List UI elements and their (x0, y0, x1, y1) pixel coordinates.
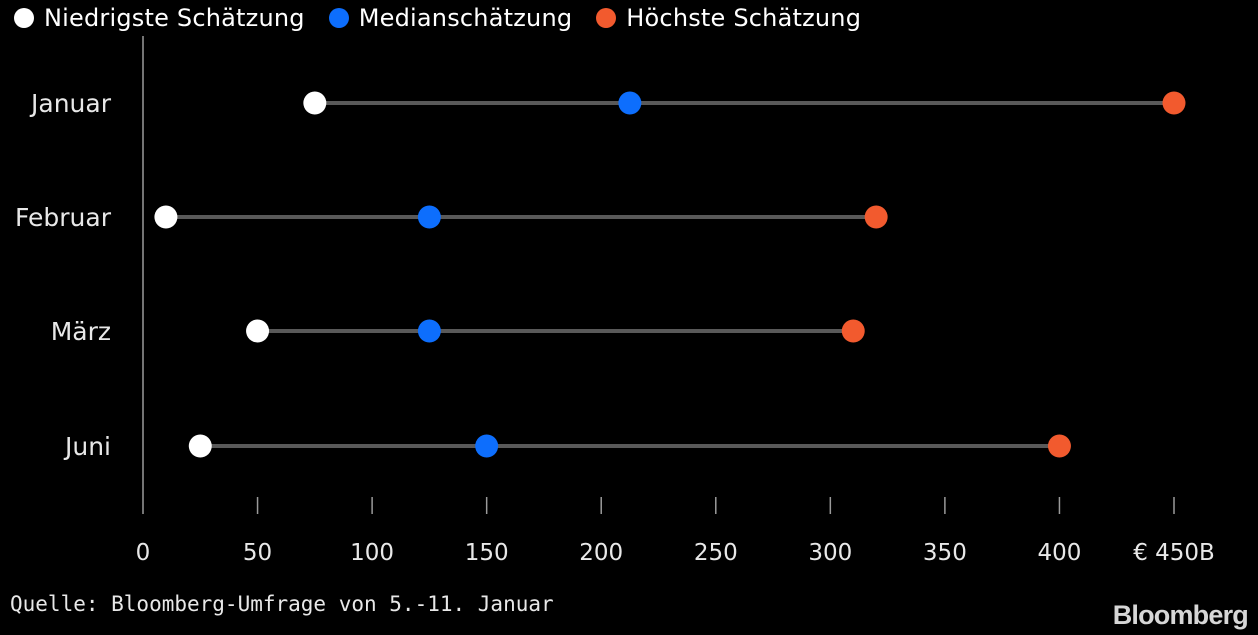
x-tick-label: 400 (1037, 540, 1081, 566)
category-label: März (51, 317, 111, 346)
x-tick-label: 250 (694, 540, 738, 566)
legend-marker-low (14, 8, 34, 28)
x-tick-label: 350 (923, 540, 967, 566)
legend-item-high: Höchste Schätzung (596, 4, 861, 32)
source-note: Quelle: Bloomberg-Umfrage von 5.-11. Jan… (10, 592, 554, 616)
legend: Niedrigste Schätzung Medianschätzung Höc… (14, 2, 885, 34)
bloomberg-logo: Bloomberg (1112, 600, 1249, 630)
x-tick-label: € 450B (1133, 540, 1215, 566)
category-label: Januar (29, 89, 112, 118)
x-tick-label: 150 (465, 540, 509, 566)
high-estimate-dot (1047, 434, 1071, 458)
legend-item-low: Niedrigste Schätzung (14, 4, 305, 32)
high-estimate-dot (1162, 91, 1186, 115)
high-estimate-dot (841, 319, 865, 343)
x-tick-label: 300 (808, 540, 852, 566)
high-estimate-dot (864, 205, 888, 229)
x-tick-label: 100 (350, 540, 394, 566)
category-label: Februar (15, 203, 112, 232)
median-estimate-dot (417, 319, 441, 343)
legend-item-median: Medianschätzung (328, 4, 573, 32)
legend-marker-high (596, 8, 617, 28)
legend-marker-median (328, 8, 349, 28)
median-estimate-dot (618, 91, 642, 115)
median-estimate-dot (417, 205, 441, 229)
median-estimate-dot (475, 434, 499, 458)
low-estimate-dot (154, 205, 178, 229)
low-estimate-dot (246, 319, 270, 343)
category-label: Juni (63, 432, 111, 461)
low-estimate-dot (188, 434, 212, 458)
low-estimate-dot (303, 91, 327, 115)
legend-label-low: Niedrigste Schätzung (44, 4, 305, 32)
x-tick-label: 200 (579, 540, 623, 566)
legend-label-high: Höchste Schätzung (626, 4, 862, 32)
x-tick-label: 0 (136, 540, 151, 566)
x-tick-label: 50 (243, 540, 272, 566)
legend-label-median: Medianschätzung (358, 4, 573, 32)
